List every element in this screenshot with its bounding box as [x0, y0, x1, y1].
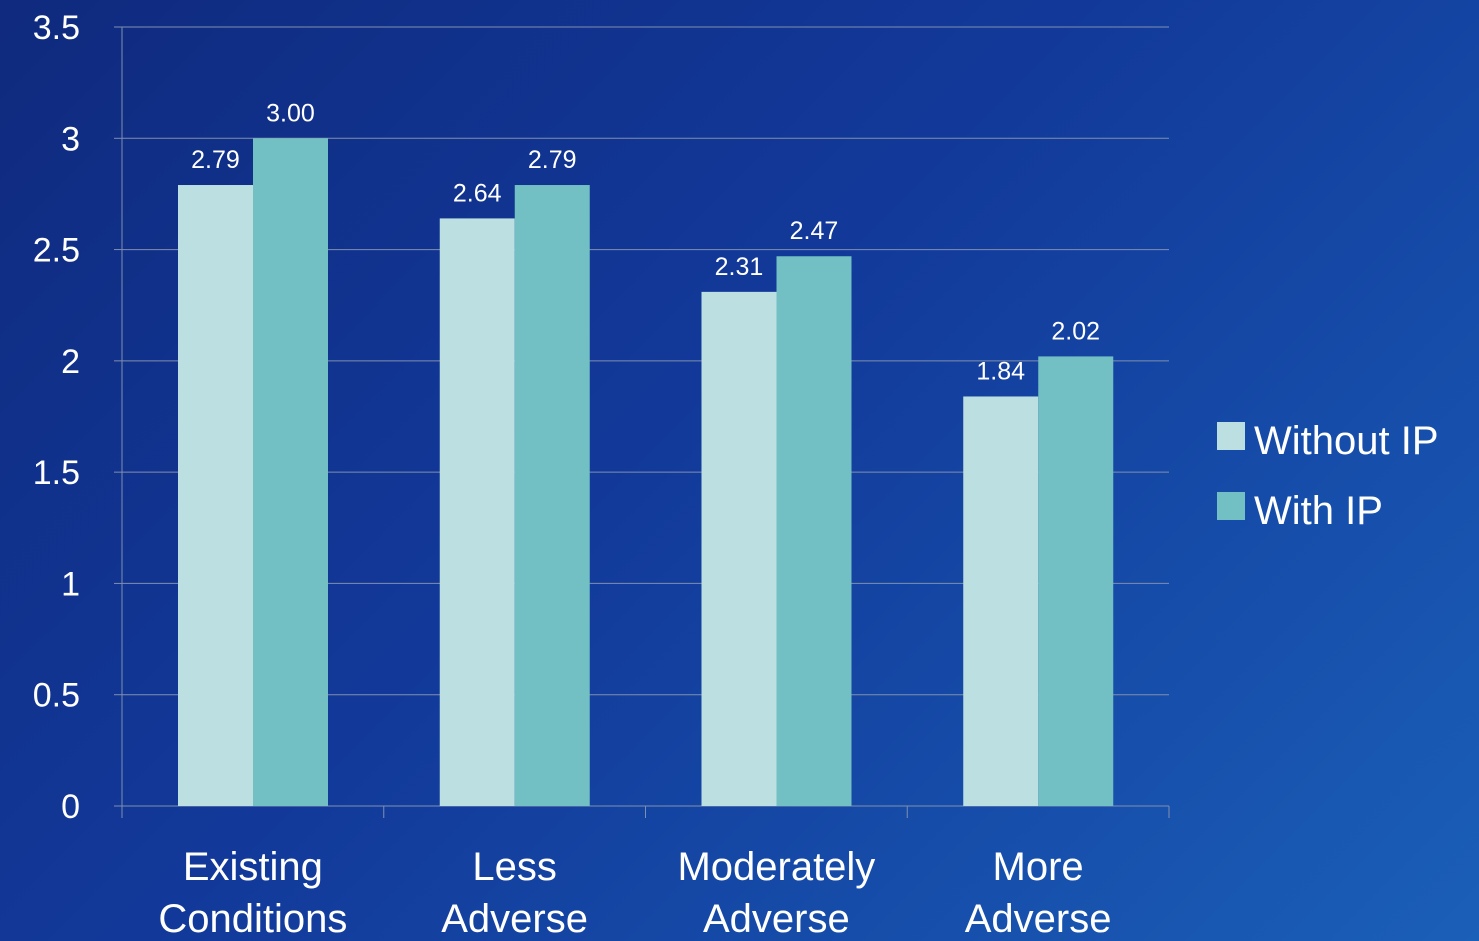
data-label: 2.64 [453, 179, 502, 207]
bar [963, 396, 1039, 806]
legend-swatch [1217, 492, 1245, 520]
bar [1038, 356, 1114, 806]
data-label: 2.79 [191, 146, 240, 174]
x-category-label: More Adverse [965, 845, 1112, 941]
x-category-label-line: Conditions [158, 897, 347, 941]
legend-swatch [1217, 422, 1245, 450]
x-category-label: Moderately Adverse [677, 845, 875, 941]
x-category-label-line: More [993, 845, 1084, 889]
x-category-label: Less Adverse [441, 845, 588, 941]
bar [701, 291, 777, 806]
x-category-label-line: Existing [183, 845, 323, 889]
x-category-label-line: Moderately [677, 845, 875, 889]
y-tick-label: 2 [61, 343, 80, 381]
y-tick-label: 0.5 [33, 677, 80, 715]
bar [514, 185, 590, 807]
legend: Without IP With IP [1217, 419, 1439, 533]
data-label: 2.79 [528, 146, 577, 174]
y-tick-label: 3.5 [33, 9, 80, 47]
data-label: 2.31 [715, 253, 764, 281]
x-category-label-line: Less [472, 845, 557, 889]
data-label: 2.47 [790, 217, 839, 245]
legend-label: With IP [1254, 489, 1383, 533]
bar [439, 218, 515, 806]
legend-label: Without IP [1254, 419, 1439, 463]
bars [178, 138, 1114, 807]
data-label: 1.84 [976, 357, 1025, 385]
y-tick-label: 1 [61, 565, 80, 603]
x-category-label-line: Adverse [965, 897, 1112, 941]
data-label: 3.00 [266, 99, 315, 127]
x-axis-category-labels: Existing Conditions Less Adverse Moderately A… [158, 845, 1111, 941]
y-tick-label: 1.5 [33, 454, 80, 492]
y-axis-tick-labels: 0 0.5 1 1.5 2 2.5 3 3.5 [33, 9, 80, 826]
y-tick-label: 2.5 [33, 232, 80, 270]
data-label: 2.02 [1051, 317, 1100, 345]
x-category-label-line: Adverse [703, 897, 850, 941]
bar [178, 185, 253, 807]
x-category-label-line: Adverse [441, 897, 588, 941]
bar [253, 138, 328, 807]
y-tick-label: 3 [61, 120, 80, 158]
x-category-label: Existing Conditions [158, 845, 347, 941]
bar [776, 256, 852, 807]
data-labels: 2.79 3.00 2.64 2.79 2.31 2.47 1.84 2.02 [191, 99, 1100, 385]
y-tick-label: 0 [61, 788, 80, 826]
